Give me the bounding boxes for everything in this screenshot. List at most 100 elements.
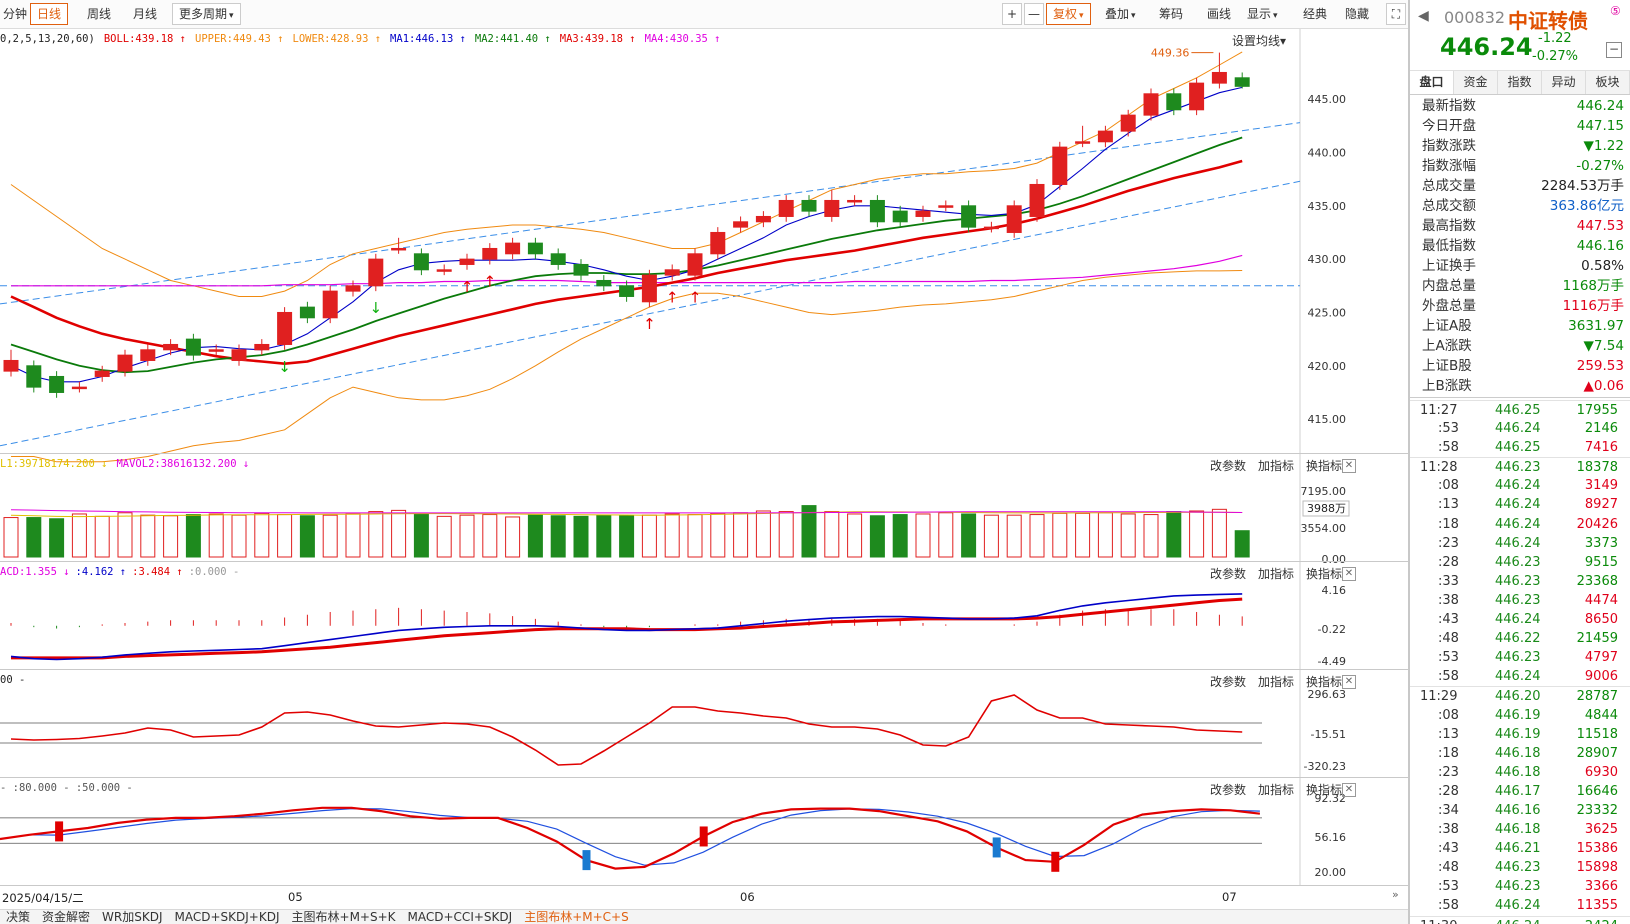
price-tick-label: 425.00	[1308, 306, 1347, 319]
quote-row: 上证A股 3631.97	[1410, 316, 1630, 336]
sidebar-tab[interactable]: 盘口	[1410, 71, 1454, 94]
volume-bar	[1234, 530, 1250, 558]
tick-price: 446.21	[1495, 841, 1541, 857]
zoom-out-button[interactable]: —	[1024, 3, 1044, 25]
tick-price: 446.23	[1495, 460, 1541, 476]
candle	[71, 386, 87, 390]
candle	[322, 290, 338, 319]
chart-area[interactable]: 445.00 440.00 435.00 430.00 425.00 420.00 415.…	[0, 29, 1408, 909]
edit-params-button[interactable]: 改参数	[1209, 567, 1246, 581]
prev-stock-icon[interactable]: ◀	[1418, 8, 1429, 24]
add-indicator-button[interactable]: 加指标	[1257, 459, 1294, 473]
legend-item: :4.162 ↑	[75, 566, 127, 578]
candle	[596, 279, 612, 287]
candle	[413, 253, 429, 271]
template-tab[interactable]: WR加SKDJ	[102, 910, 163, 924]
template-tab[interactable]: 决策	[6, 910, 31, 924]
tick-time: :23	[1438, 764, 1459, 780]
add-indicator-button[interactable]: 加指标	[1257, 783, 1294, 797]
switch-indicator-button[interactable]: 换指标	[1305, 783, 1342, 797]
sidebar-tab[interactable]: 资金	[1454, 71, 1498, 94]
period-week-tab[interactable]: 周线	[87, 7, 112, 21]
adjust-rights-dropdown[interactable]: 复权	[1046, 3, 1091, 25]
candle	[641, 274, 657, 303]
alert-icon[interactable]: ⑤	[1610, 4, 1621, 18]
tick-price: 446.24	[1495, 497, 1541, 513]
switch-indicator-button[interactable]: 换指标	[1305, 567, 1342, 581]
more-periods-dropdown[interactable]: 更多周期	[172, 3, 241, 25]
display-dropdown[interactable]: 显示	[1240, 3, 1285, 25]
tick-price: 446.24	[1495, 669, 1541, 685]
tick-time: :43	[1438, 612, 1459, 628]
quote-row: 最新指数 446.24	[1410, 96, 1630, 116]
tick-row: :13 446.19 11518	[1410, 725, 1630, 744]
tick-volume: 28787	[1576, 689, 1618, 705]
draw-line-button[interactable]: 画线	[1207, 7, 1232, 21]
candle	[778, 199, 794, 217]
fullscreen-button[interactable]: ⛶	[1386, 3, 1406, 25]
quote-label: 上证B股	[1422, 358, 1472, 374]
ma-settings-button[interactable]: 设置均线▾	[1232, 32, 1286, 49]
tick-row: 11:30 446.24 2424	[1410, 915, 1630, 924]
period-day-tab[interactable]: 日线	[30, 3, 69, 25]
scroll-right-icon[interactable]: »	[1392, 888, 1399, 901]
chip-distribution-button[interactable]: 筹码	[1159, 7, 1184, 21]
period-minute-tab[interactable]: 分钟	[3, 7, 28, 21]
sidebar-tab[interactable]: 指数	[1498, 71, 1542, 94]
tick-price: 446.18	[1495, 822, 1541, 838]
sidebar-tab[interactable]: 板块	[1586, 71, 1630, 94]
tick-row: :48 446.22 21459	[1410, 629, 1630, 648]
tick-volume: 11518	[1576, 726, 1618, 742]
switch-indicator-button[interactable]: 换指标	[1305, 459, 1342, 473]
cci-tick-label: 296.63	[1308, 688, 1347, 701]
quote-value: ▼7.54	[1583, 338, 1624, 354]
zoom-in-button[interactable]: +	[1002, 3, 1022, 25]
overlay-dropdown[interactable]: 叠加	[1098, 3, 1143, 25]
volume-legend: L1:39718174.200 ↓ MAVOL2:38616132.200 ↓	[0, 458, 258, 470]
classic-button[interactable]: 经典	[1303, 7, 1328, 21]
chart-canvas[interactable]: 445.00 440.00 435.00 430.00 425.00 420.00 415.…	[0, 29, 1408, 909]
candle	[391, 247, 407, 251]
close-icon[interactable]: ✕	[1342, 567, 1356, 581]
tick-time: :53	[1438, 421, 1459, 437]
candle	[140, 349, 156, 361]
volume-bar	[596, 514, 612, 558]
hide-button[interactable]: 隐藏	[1345, 7, 1370, 21]
quote-label: 总成交量	[1422, 178, 1476, 194]
kdj-tick-label: 56.16	[1315, 831, 1347, 844]
candle	[710, 231, 726, 255]
quote-row: 外盘总量 1116万手	[1410, 296, 1630, 316]
collapse-icon[interactable]: −	[1606, 42, 1622, 58]
legend-item: MA4:430.35 ↑	[644, 33, 721, 45]
edit-params-button[interactable]: 改参数	[1209, 459, 1246, 473]
tick-row: :33 446.23 23368	[1410, 572, 1630, 591]
switch-indicator-button[interactable]: 换指标	[1305, 675, 1342, 689]
candle	[1120, 114, 1136, 132]
candle	[505, 242, 521, 255]
close-icon[interactable]: ✕	[1342, 783, 1356, 797]
template-tab[interactable]: MACD+CCI+SKDJ	[407, 910, 513, 924]
template-tab[interactable]: 主图布林+M+S+K	[291, 910, 396, 924]
candle	[573, 263, 589, 276]
add-indicator-button[interactable]: 加指标	[1257, 675, 1294, 689]
candle	[869, 199, 885, 223]
volume-bar	[345, 513, 361, 558]
tick-list[interactable]: 11:27 446.25 17955:53 446.24 2146:58 446.25 74…	[1410, 400, 1630, 924]
add-indicator-button[interactable]: 加指标	[1257, 567, 1294, 581]
tick-time: :28	[1438, 554, 1459, 570]
close-icon[interactable]: ✕	[1342, 459, 1356, 473]
sidebar-tab[interactable]: 异动	[1542, 71, 1586, 94]
close-icon[interactable]: ✕	[1342, 675, 1356, 689]
template-tab[interactable]: 主图布林+M+C+S	[524, 910, 629, 924]
volume-bar	[94, 515, 110, 558]
edit-params-button[interactable]: 改参数	[1209, 783, 1246, 797]
last-price: 446.24	[1440, 33, 1533, 61]
tick-row: :48 446.23 15898	[1410, 858, 1630, 877]
template-tab[interactable]: MACD+SKDJ+KDJ	[174, 910, 280, 924]
edit-params-button[interactable]: 改参数	[1209, 675, 1246, 689]
period-month-tab[interactable]: 月线	[133, 7, 158, 21]
candle	[231, 349, 247, 361]
template-tab[interactable]: 资金解密	[42, 910, 91, 924]
tick-price: 446.23	[1495, 554, 1541, 570]
tick-price: 446.25	[1495, 440, 1541, 456]
